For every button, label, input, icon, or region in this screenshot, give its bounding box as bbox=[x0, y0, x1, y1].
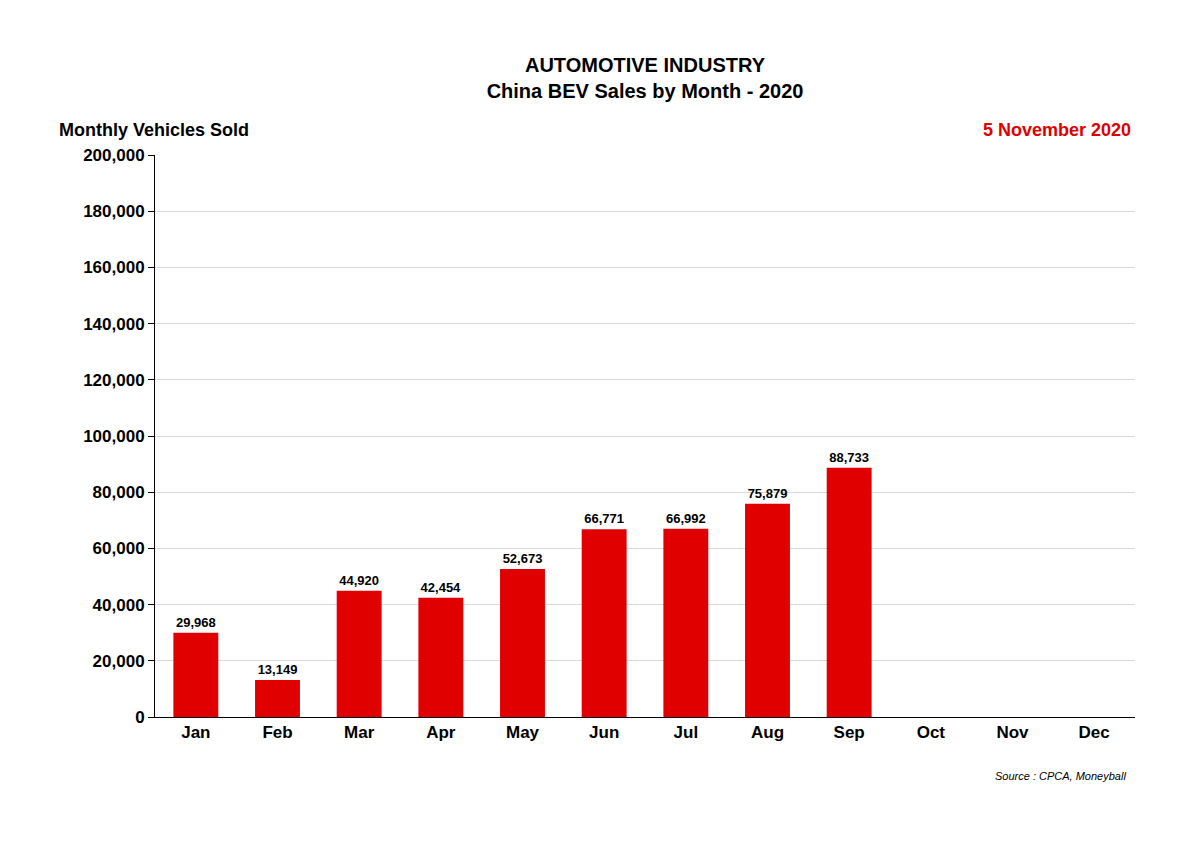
svg-text:29,968: 29,968 bbox=[176, 615, 216, 630]
svg-text:120,000: 120,000 bbox=[83, 371, 144, 390]
svg-text:100,000: 100,000 bbox=[83, 427, 144, 446]
svg-text:Dec: Dec bbox=[1079, 723, 1110, 742]
svg-text:AUTOMOTIVE INDUSTRYChina BEV S: AUTOMOTIVE INDUSTRYChina BEV Sales by Mo… bbox=[487, 54, 804, 102]
svg-text:Jan: Jan bbox=[181, 723, 210, 742]
svg-text:52,673: 52,673 bbox=[503, 551, 543, 566]
svg-text:42,454: 42,454 bbox=[421, 580, 462, 595]
svg-text:Monthly Vehicles Sold: Monthly Vehicles Sold bbox=[59, 120, 249, 140]
svg-text:140,000: 140,000 bbox=[83, 315, 144, 334]
svg-text:Mar: Mar bbox=[344, 723, 375, 742]
svg-text:80,000: 80,000 bbox=[93, 483, 145, 502]
svg-text:200,000: 200,000 bbox=[83, 146, 144, 165]
svg-text:Sep: Sep bbox=[834, 723, 865, 742]
svg-text:Source : CPCA, Moneyball: Source : CPCA, Moneyball bbox=[995, 770, 1126, 782]
svg-text:Aug: Aug bbox=[751, 723, 784, 742]
svg-text:66,992: 66,992 bbox=[666, 511, 706, 526]
svg-text:60,000: 60,000 bbox=[93, 539, 145, 558]
svg-text:Feb: Feb bbox=[262, 723, 292, 742]
svg-text:Apr: Apr bbox=[426, 723, 456, 742]
svg-text:88,733: 88,733 bbox=[829, 450, 869, 465]
svg-text:66,771: 66,771 bbox=[584, 511, 624, 526]
svg-text:40,000: 40,000 bbox=[93, 596, 145, 615]
svg-text:Jul: Jul bbox=[674, 723, 699, 742]
svg-text:5 November 2020: 5 November 2020 bbox=[983, 120, 1131, 140]
svg-text:20,000: 20,000 bbox=[93, 652, 145, 671]
svg-text:Nov: Nov bbox=[996, 723, 1029, 742]
svg-text:180,000: 180,000 bbox=[83, 202, 144, 221]
svg-text:13,149: 13,149 bbox=[258, 662, 298, 677]
svg-text:0: 0 bbox=[135, 708, 144, 727]
svg-text:44,920: 44,920 bbox=[339, 573, 379, 588]
svg-text:Jun: Jun bbox=[589, 723, 619, 742]
svg-text:Oct: Oct bbox=[917, 723, 946, 742]
svg-text:160,000: 160,000 bbox=[83, 258, 144, 277]
svg-text:May: May bbox=[506, 723, 540, 742]
svg-text:75,879: 75,879 bbox=[748, 486, 788, 501]
